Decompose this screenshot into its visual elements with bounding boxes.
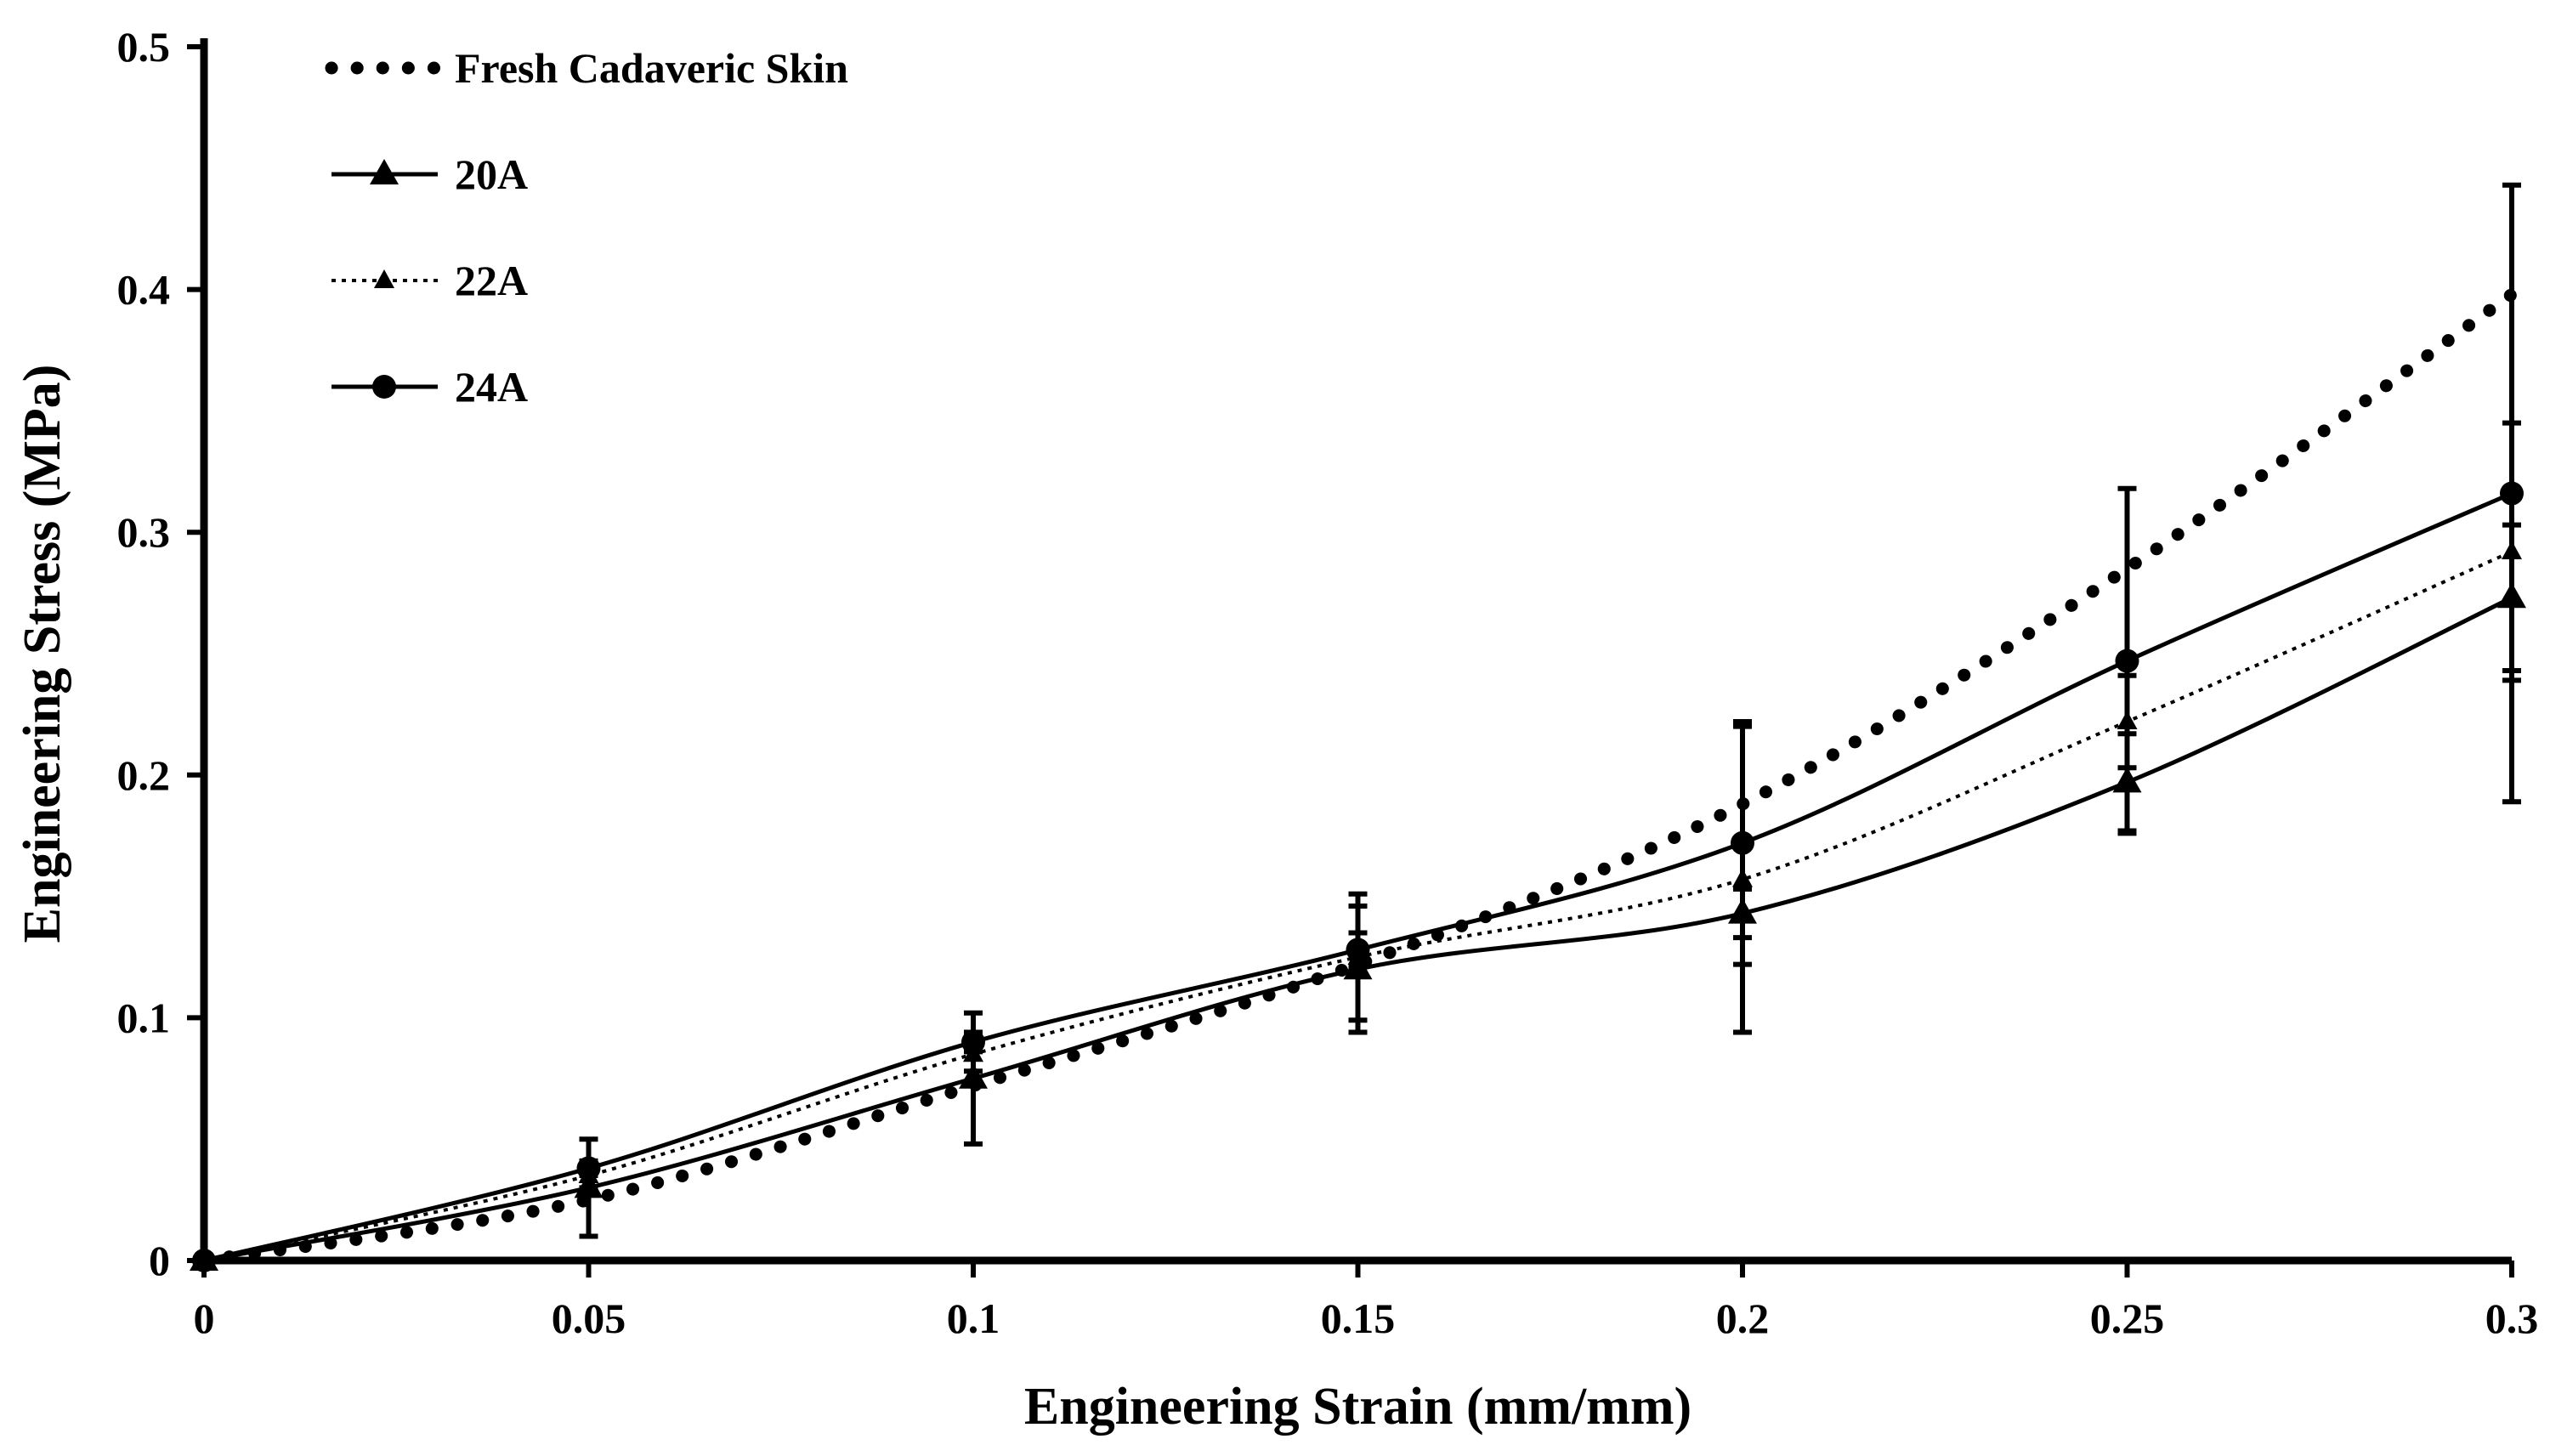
data-point bbox=[576, 1156, 601, 1181]
y-tick-label: 0.3 bbox=[117, 508, 171, 556]
x-tick-label: 0.1 bbox=[947, 1295, 1000, 1342]
y-tick-label: 0.1 bbox=[117, 994, 171, 1041]
data-point bbox=[2500, 481, 2524, 506]
series-line-fresh-cadaveric-skin bbox=[197, 287, 2519, 1267]
y-tick-label: 0.5 bbox=[117, 23, 171, 71]
y-tick-label: 0.2 bbox=[117, 751, 171, 799]
x-axis-title: Engineering Strain (mm/mm) bbox=[1024, 1378, 1692, 1436]
x-tick-label: 0.15 bbox=[1321, 1295, 1396, 1342]
y-axis-title: Engineering Stress (MPa) bbox=[14, 365, 71, 943]
legend-marker bbox=[370, 159, 399, 184]
series-22a bbox=[194, 420, 2522, 1268]
legend-item-24a: 24A bbox=[332, 363, 528, 411]
legend-label: 24A bbox=[455, 363, 528, 411]
legend-marker bbox=[374, 269, 394, 288]
data-point bbox=[2115, 649, 2139, 673]
legend-item-20a: 20A bbox=[332, 150, 528, 198]
legend-label: 22A bbox=[455, 257, 528, 304]
legend: Fresh Cadaveric Skin 20A 22A 24A bbox=[325, 44, 848, 411]
data-point bbox=[961, 1029, 985, 1054]
legend-label: Fresh Cadaveric Skin bbox=[455, 44, 848, 92]
legend-label: 20A bbox=[455, 150, 528, 198]
y-tick-label: 0.4 bbox=[117, 266, 171, 314]
legend-item-22a: 22A bbox=[332, 257, 528, 304]
x-tick-label: 0.25 bbox=[2090, 1295, 2165, 1342]
axes-layer bbox=[200, 38, 2512, 1265]
data-point bbox=[1731, 830, 1754, 855]
legend-item-fresh-cadaveric-skin: Fresh Cadaveric Skin bbox=[325, 44, 848, 92]
x-tick-label: 0 bbox=[194, 1295, 215, 1342]
series-layer bbox=[190, 182, 2526, 1272]
series-24a bbox=[192, 182, 2524, 1272]
series-line-24a bbox=[203, 491, 2513, 1263]
series-fresh-cadaveric-skin bbox=[197, 287, 2519, 1267]
data-point bbox=[1346, 938, 1370, 962]
y-tick-label: 0 bbox=[149, 1237, 170, 1284]
ticks-layer: 0 0.1 0.2 0.3 0.4 0.5 0 0.05 0.1 0.15 0.2 0.25 0.3 bbox=[117, 23, 2539, 1342]
x-tick-label: 0.2 bbox=[1716, 1295, 1770, 1342]
x-tick-label: 0.3 bbox=[2485, 1295, 2539, 1342]
legend-marker bbox=[372, 375, 396, 399]
data-point bbox=[959, 1062, 988, 1089]
x-tick-label: 0.05 bbox=[552, 1295, 626, 1342]
